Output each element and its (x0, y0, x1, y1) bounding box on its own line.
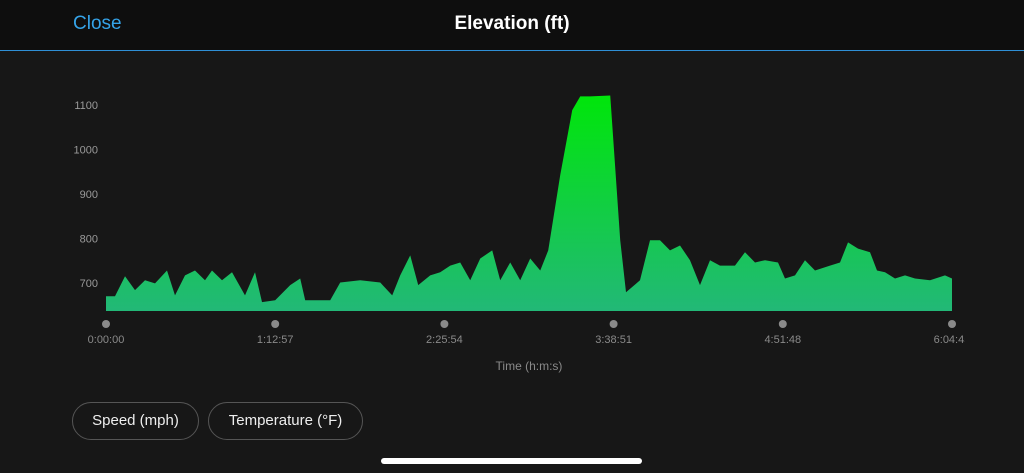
y-tick-label: 700 (80, 278, 98, 290)
x-tick-label: 2:25:54 (426, 334, 463, 346)
elevation-area (106, 95, 952, 311)
x-tick-label: 1:12:57 (257, 334, 294, 346)
x-tick-label: 0:00:00 (88, 334, 125, 346)
x-tick-dot (948, 320, 956, 328)
header-title: Elevation (ft) (454, 13, 570, 34)
header: Close Elevation (ft) (0, 0, 1024, 51)
temperature-button[interactable]: Temperature (°F) (208, 402, 363, 440)
chart: 0:00:00 1:12:57 2:25:54 3:38:51 4:51:48 6:04:… (74, 95, 971, 373)
x-tick-dot (778, 320, 787, 328)
y-tick-label: 800 (80, 234, 98, 246)
x-tick-dot (271, 320, 280, 328)
x-tick-label: 3:38:51 (595, 334, 632, 346)
y-tick-label: 1100 (74, 100, 98, 112)
x-tick-label: 6:04:45 (934, 334, 971, 346)
x-axis-label: Time (h:m:s) (496, 359, 563, 373)
y-tick-label: 900 (80, 189, 98, 201)
x-tick-dot (440, 320, 449, 328)
x-tick-dot (609, 320, 618, 328)
y-tick-label: 1000 (74, 145, 98, 157)
x-tick-dot (102, 320, 110, 328)
home-indicator (381, 458, 642, 464)
speed-button[interactable]: Speed (mph) (72, 402, 199, 440)
x-tick-label: 4:51:48 (764, 334, 801, 346)
close-button[interactable]: Close (73, 13, 122, 34)
